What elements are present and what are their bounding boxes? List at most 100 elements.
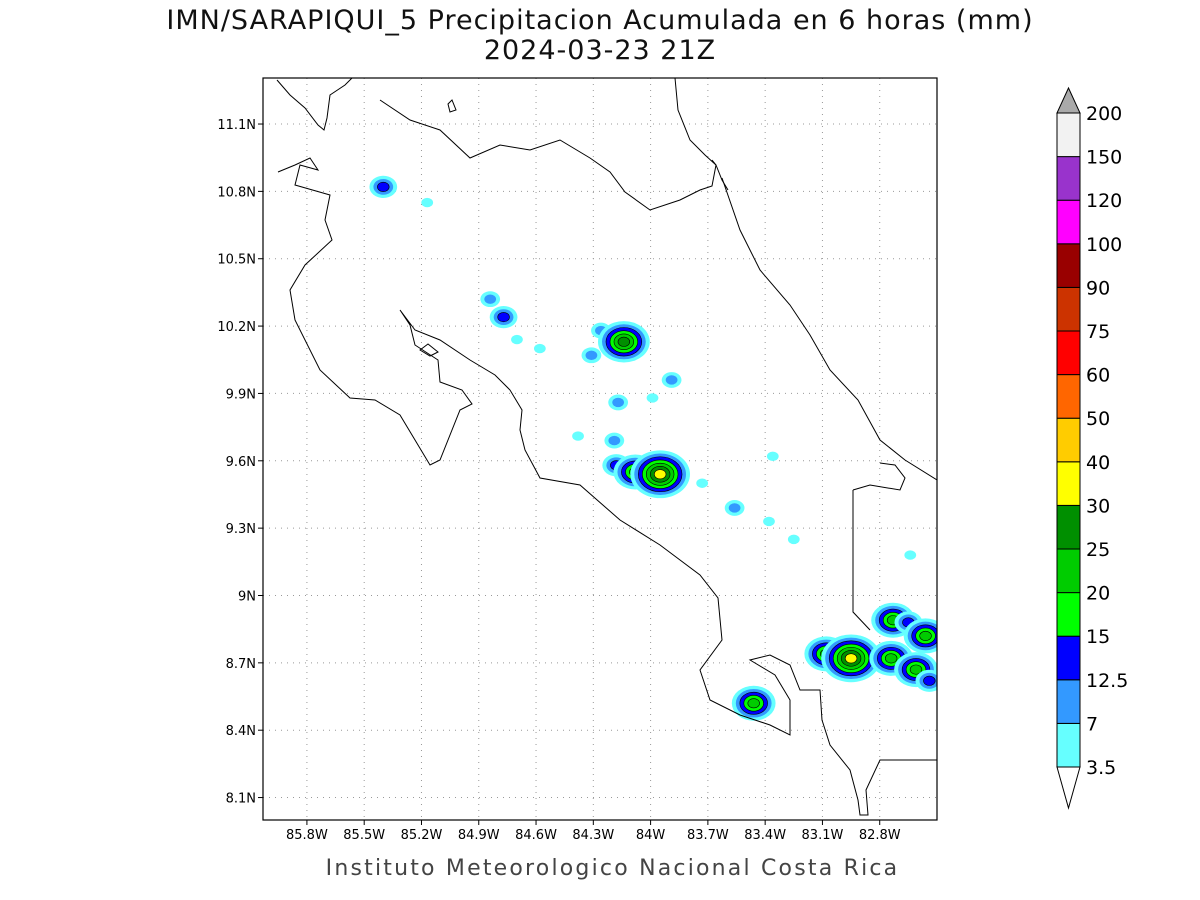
precip-cell — [646, 393, 659, 403]
precip-cell — [724, 500, 745, 516]
precip-contour-25 — [617, 336, 631, 347]
precip-cell — [489, 306, 518, 329]
colorbar-swatch — [1056, 112, 1081, 158]
small-island — [447, 99, 457, 113]
precip-contour-20 — [909, 664, 923, 675]
precip-contour-3.5 — [763, 516, 775, 527]
lon-tick-label: 83.4W — [744, 828, 786, 843]
colorbar-swatch — [1056, 374, 1081, 419]
lat-tick-label: 10.2N — [217, 320, 256, 335]
footer-credit: Instituto Meteorologico Nacional Costa R… — [325, 856, 900, 881]
precip-cells — [369, 175, 937, 721]
map-subtitle: 2024-03-23 21Z — [483, 35, 717, 66]
colorbar-label: 150 — [1086, 147, 1122, 169]
colorbar-swatch — [1056, 679, 1081, 724]
precip-contour-3.5 — [904, 550, 917, 560]
caribbean-coast — [721, 177, 937, 481]
colorbar-label: 60 — [1086, 365, 1110, 387]
precip-cell — [661, 372, 682, 388]
colorbar-label: 200 — [1086, 103, 1122, 125]
lat-tick-label: 8.1N — [226, 792, 256, 807]
lat-tick-label: 10.5N — [217, 253, 256, 268]
precip-contour-20 — [919, 630, 932, 641]
precip-cell — [597, 321, 650, 363]
coastlines — [276, 78, 937, 816]
colorbar-swatch — [1056, 592, 1081, 637]
precip-cell — [630, 450, 691, 499]
precip-contour-3.5 — [766, 451, 779, 461]
lat-tick-label: 8.7N — [226, 657, 256, 672]
precip-contour-3.5 — [572, 431, 584, 441]
precip-cell — [608, 394, 629, 411]
lat-tick-label: 9.6N — [226, 455, 256, 470]
precip-contour-20 — [885, 653, 898, 664]
colorbar-swatch — [1056, 156, 1081, 201]
colorbar-label: 3.5 — [1086, 757, 1116, 779]
colorbar-label: 20 — [1086, 583, 1110, 605]
panama-border — [852, 462, 906, 631]
precip-contour-7 — [484, 294, 497, 304]
map-title: IMN/SARAPIQUI_5 Precipitacion Acumulada … — [166, 5, 1034, 36]
precip-cell — [696, 478, 709, 488]
precip-cell — [787, 534, 800, 545]
precip-cell — [821, 634, 881, 683]
lat-tick-label: 9.3N — [226, 522, 256, 537]
colorbar-label: 75 — [1086, 321, 1110, 343]
precip-cell — [572, 431, 584, 441]
colorbar-label: 30 — [1086, 495, 1110, 517]
lat-tick-label: 9.9N — [226, 387, 256, 402]
colorbar-swatch — [1056, 199, 1081, 245]
colorbar-swatch — [1056, 286, 1081, 332]
precip-contour-7 — [728, 503, 741, 513]
pacific-coast — [277, 157, 937, 816]
lon-tick-label: 84.9W — [458, 828, 500, 843]
precip-contour-12.5 — [497, 312, 510, 323]
precip-contour-3.5 — [646, 393, 659, 403]
colorbar-label: 100 — [1086, 234, 1122, 256]
colorbar-swatch — [1056, 504, 1081, 550]
lon-tick-label: 82.8W — [859, 828, 901, 843]
precip-cell — [581, 347, 602, 364]
colorbar-under-triangle — [1056, 766, 1081, 810]
colorbar-label: 120 — [1086, 190, 1122, 212]
precip-contour-12.5 — [377, 181, 390, 192]
precip-cell — [766, 451, 779, 461]
lat-tick-label: 11.1N — [217, 118, 256, 133]
precip-cell — [369, 175, 398, 198]
precip-cell — [763, 516, 775, 527]
precip-cell — [915, 669, 937, 692]
precip-contour-7 — [665, 375, 678, 385]
colorbar-swatch — [1056, 330, 1081, 376]
lake-nicaragua-shore — [276, 78, 353, 131]
precip-cell — [511, 334, 523, 345]
nicaragua-border — [379, 99, 717, 211]
lat-tick-label: 9N — [238, 589, 256, 604]
colorbar-label: 50 — [1086, 408, 1110, 430]
colorbar-swatch — [1056, 417, 1081, 463]
colorbar-label: 40 — [1086, 452, 1110, 474]
colorbar-label: 25 — [1086, 539, 1110, 561]
precip-contour-3.5 — [511, 334, 523, 345]
colorbar-label: 7 — [1086, 713, 1098, 735]
colorbar: 3.5 7 12.5 15 20 25 30 40 50 60 75 90 100 120 150 200 — [1056, 86, 1128, 810]
lat-tick-label: 10.8N — [217, 185, 256, 200]
precip-contour-7 — [608, 435, 621, 446]
colorbar-over-triangle — [1056, 86, 1081, 114]
precip-cell — [604, 432, 625, 449]
nicoya-island — [419, 343, 439, 357]
colorbar-swatch — [1056, 243, 1081, 288]
lon-tick-label: 85.5W — [343, 828, 385, 843]
colorbar-label: 12.5 — [1086, 670, 1128, 692]
colorbar-label: 90 — [1086, 277, 1110, 299]
precip-contour-30 — [653, 469, 667, 480]
precip-contour-12.5 — [923, 675, 936, 686]
axis-ticks: 85.8W 85.5W 85.2W 84.9W 84.6W 84.3W 84W 83.7W 83… — [217, 118, 900, 843]
lon-tick-label: 84.6W — [515, 828, 557, 843]
colorbar-swatch — [1056, 461, 1081, 506]
precip-cell — [421, 197, 434, 208]
precip-contour-7 — [612, 397, 625, 408]
precip-contour-30 — [844, 653, 858, 664]
lon-tick-label: 85.2W — [401, 828, 443, 843]
